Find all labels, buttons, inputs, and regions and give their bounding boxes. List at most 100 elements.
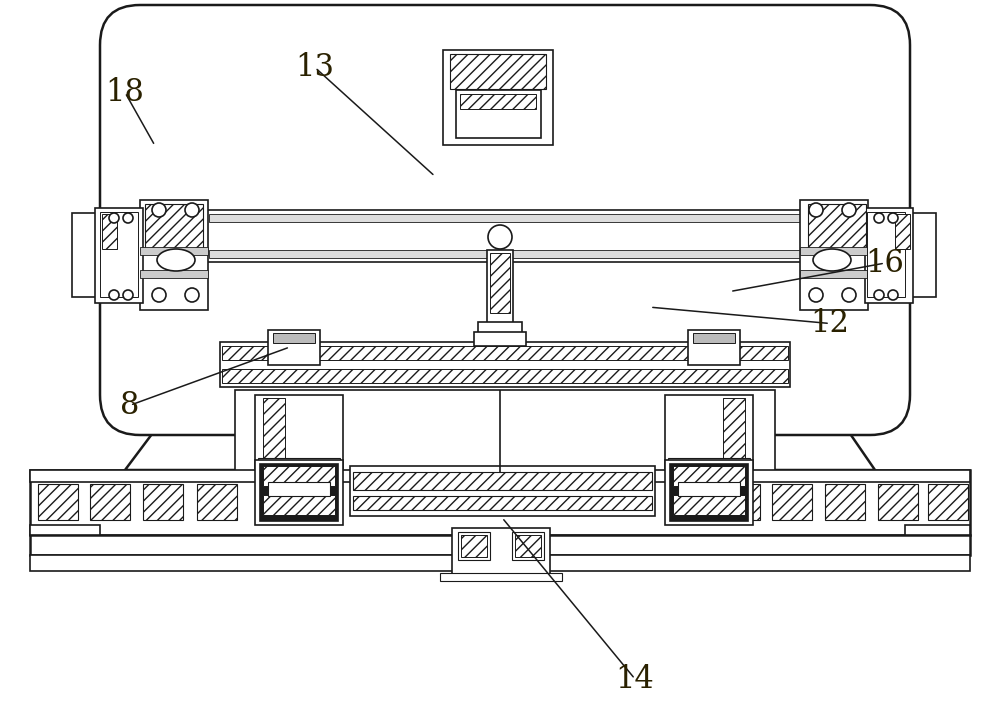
Circle shape: [152, 203, 166, 217]
Bar: [440, 573, 562, 581]
Bar: [353, 472, 652, 490]
Bar: [800, 247, 868, 255]
Bar: [678, 482, 740, 496]
Bar: [90, 484, 130, 520]
Text: 14: 14: [616, 663, 654, 695]
Bar: [673, 495, 745, 515]
Bar: [825, 484, 865, 520]
Bar: [895, 214, 910, 249]
Bar: [145, 204, 203, 249]
Bar: [273, 333, 315, 343]
Circle shape: [152, 288, 166, 302]
Bar: [490, 253, 510, 313]
Bar: [456, 90, 541, 138]
Text: 18: 18: [106, 77, 144, 108]
Bar: [460, 94, 536, 109]
Bar: [140, 270, 208, 278]
Bar: [353, 496, 652, 510]
Text: 16: 16: [866, 247, 904, 279]
Circle shape: [809, 288, 823, 302]
Bar: [910, 213, 936, 297]
Bar: [808, 204, 866, 249]
Bar: [30, 555, 970, 571]
Bar: [222, 346, 788, 360]
Ellipse shape: [157, 249, 195, 271]
Bar: [450, 54, 546, 89]
Bar: [258, 458, 340, 468]
Bar: [461, 535, 487, 557]
Bar: [693, 333, 735, 343]
Bar: [800, 270, 868, 278]
Bar: [263, 495, 335, 515]
Circle shape: [185, 288, 199, 302]
Bar: [688, 330, 740, 365]
Circle shape: [123, 213, 133, 223]
Bar: [95, 208, 143, 303]
Circle shape: [809, 203, 823, 217]
Text: 8: 8: [120, 390, 140, 421]
Bar: [205, 210, 815, 262]
Circle shape: [842, 288, 856, 302]
Text: 12: 12: [810, 308, 850, 339]
Bar: [665, 460, 753, 525]
Bar: [452, 528, 550, 576]
Bar: [260, 464, 338, 521]
Bar: [487, 250, 513, 325]
Bar: [443, 50, 553, 145]
Bar: [30, 470, 970, 535]
Circle shape: [888, 290, 898, 300]
Bar: [268, 330, 320, 365]
Circle shape: [874, 290, 884, 300]
Bar: [38, 484, 78, 520]
Bar: [235, 390, 775, 475]
FancyBboxPatch shape: [100, 5, 910, 435]
Bar: [772, 484, 812, 520]
Bar: [30, 535, 970, 555]
Bar: [209, 250, 811, 258]
Circle shape: [874, 213, 884, 223]
Bar: [220, 342, 790, 387]
Bar: [140, 247, 208, 255]
Bar: [867, 212, 905, 297]
Bar: [255, 460, 343, 525]
Circle shape: [842, 203, 856, 217]
Bar: [928, 484, 968, 520]
Bar: [222, 369, 788, 383]
Circle shape: [109, 213, 119, 223]
Bar: [255, 395, 343, 470]
Bar: [30, 525, 100, 535]
Polygon shape: [125, 390, 875, 470]
Bar: [197, 484, 237, 520]
Bar: [665, 395, 753, 470]
Bar: [878, 484, 918, 520]
Circle shape: [488, 225, 512, 249]
Bar: [668, 458, 750, 468]
Circle shape: [109, 290, 119, 300]
Bar: [723, 398, 745, 460]
Ellipse shape: [813, 249, 851, 271]
Circle shape: [123, 290, 133, 300]
Bar: [72, 213, 98, 297]
Bar: [720, 484, 760, 520]
Bar: [512, 532, 544, 560]
Bar: [143, 484, 183, 520]
Bar: [905, 525, 970, 535]
Bar: [30, 470, 970, 482]
Bar: [458, 532, 490, 560]
Circle shape: [185, 203, 199, 217]
Bar: [140, 200, 208, 310]
Bar: [263, 466, 335, 486]
Bar: [865, 208, 913, 303]
Bar: [800, 200, 868, 310]
Bar: [673, 466, 745, 486]
Bar: [478, 322, 522, 334]
Circle shape: [888, 213, 898, 223]
Text: 13: 13: [296, 52, 334, 83]
Bar: [670, 464, 748, 521]
Bar: [102, 214, 117, 249]
Bar: [100, 212, 138, 297]
Bar: [268, 482, 330, 496]
Bar: [263, 398, 285, 460]
Bar: [515, 535, 541, 557]
Bar: [350, 466, 655, 516]
